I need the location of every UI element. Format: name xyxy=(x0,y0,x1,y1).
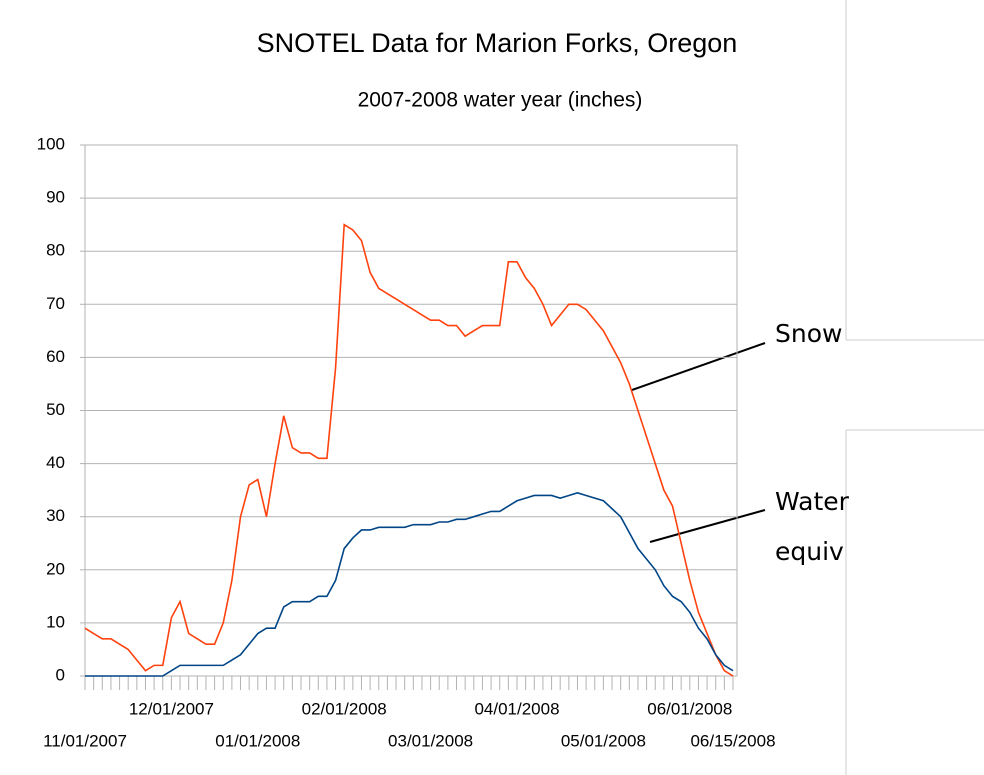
series-line xyxy=(84,223,734,677)
annotation: Snow xyxy=(775,319,842,348)
y-tick-label: 80 xyxy=(46,241,65,260)
y-tick-label: 40 xyxy=(46,453,65,472)
y-tick-label: 0 xyxy=(56,665,65,684)
annotation: equiv xyxy=(775,537,844,566)
y-tick-label: 50 xyxy=(46,400,65,419)
y-tick-label: 30 xyxy=(46,506,65,525)
annotation: Water xyxy=(775,487,850,516)
y-tick-label: 10 xyxy=(46,612,65,631)
x-tick-label: 12/01/2007 xyxy=(129,699,214,718)
annotation-leader xyxy=(631,342,766,391)
chart-subtitle: 2007-2008 water year (inches) xyxy=(358,89,643,112)
x-tick-label: 05/01/2008 xyxy=(561,731,646,750)
x-tick-label: 11/01/2007 xyxy=(43,731,127,750)
chart-title: SNOTEL Data for Marion Forks, Oregon xyxy=(257,28,738,58)
x-tick-label: 02/01/2008 xyxy=(302,699,387,718)
y-tick-label: 90 xyxy=(46,188,65,207)
y-tick-label: 20 xyxy=(46,559,65,578)
annotation-leader xyxy=(649,509,766,543)
y-tick-label: 60 xyxy=(46,347,65,366)
x-tick-label: 06/15/2008 xyxy=(690,731,775,750)
x-tick-label: 01/01/2008 xyxy=(215,731,300,750)
y-tick-label: 100 xyxy=(37,134,65,153)
x-tick-label: 06/01/2008 xyxy=(647,699,732,718)
x-tick-label: 04/01/2008 xyxy=(474,699,559,718)
series-line xyxy=(85,491,734,677)
y-tick-label: 70 xyxy=(46,294,65,313)
plot-frame xyxy=(84,144,738,677)
x-tick-label: 03/01/2008 xyxy=(388,731,473,750)
